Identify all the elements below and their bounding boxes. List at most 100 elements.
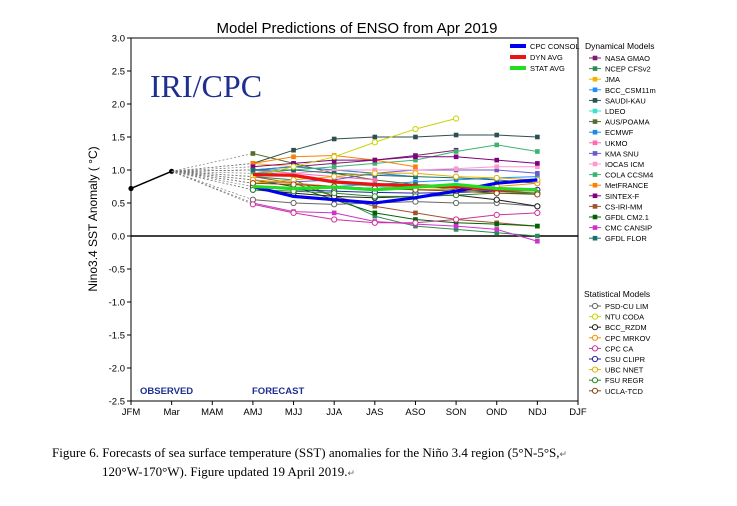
legend-dynamical-marker xyxy=(592,108,598,114)
legend-dynamical-marker xyxy=(592,204,598,209)
model-point xyxy=(494,157,500,163)
caption-line-1: Figure 6. Forecasts of sea surface tempe… xyxy=(52,445,560,460)
legend-dynamical-marker xyxy=(592,66,598,71)
model-point xyxy=(494,221,500,227)
model-connector xyxy=(171,170,253,191)
legend-dynamical-marker xyxy=(592,182,598,188)
model-line xyxy=(252,169,538,184)
model-point xyxy=(331,190,338,197)
legend-dynamical-label: CMC CANSIP xyxy=(605,224,652,233)
caption-return-mark-2: ↵ xyxy=(347,468,355,478)
model-point xyxy=(331,216,338,223)
legend-dynamical-label: GFDL CM2.1 xyxy=(605,213,649,222)
legend-dynamical-marker xyxy=(592,76,598,82)
legend-statistical-label: CPC CA xyxy=(605,344,633,353)
model-point xyxy=(535,171,540,176)
legend-dynamical-label: SAUDI-KAU xyxy=(605,96,646,105)
model-point xyxy=(413,217,418,222)
model-line xyxy=(252,156,538,168)
model-line xyxy=(252,189,538,197)
model-point xyxy=(494,230,500,235)
x-tick-label: MJJ xyxy=(285,407,303,418)
model-point xyxy=(535,233,540,239)
model-point xyxy=(534,203,541,210)
legend-dynamical-label: CS-IRI-MM xyxy=(605,202,643,211)
legend-dynamical-marker xyxy=(592,151,598,156)
model-point xyxy=(413,157,418,163)
legend-statistical-label: CSU CLIPR xyxy=(605,355,646,364)
model-point xyxy=(372,210,378,216)
legend-dynamical-marker xyxy=(592,161,598,167)
model-point xyxy=(331,210,337,216)
y-tick-label: -2.5 xyxy=(109,397,125,408)
model-connector xyxy=(171,170,253,184)
legend-dynamical-label: COLA CCSM4 xyxy=(605,171,653,180)
y-tick-label: -1.0 xyxy=(109,298,125,309)
y-tick-label: -0.5 xyxy=(109,265,125,276)
model-point xyxy=(413,154,418,160)
model-point xyxy=(250,171,256,176)
model-point xyxy=(331,177,337,183)
average-line xyxy=(252,178,538,205)
x-tick-label: NDJ xyxy=(528,407,547,418)
legend-dynamical-marker xyxy=(592,172,598,177)
model-point xyxy=(494,164,500,169)
legend-statistical-label: BCC_RZDM xyxy=(605,323,647,332)
legend-averages: CPC CONSOL DYN AVG STAT AVG xyxy=(510,42,580,73)
legend-dynamical-marker xyxy=(592,235,598,241)
model-point xyxy=(249,180,257,187)
model-point xyxy=(371,170,378,177)
y-tick-label: 0.0 xyxy=(112,232,125,243)
y-axis-label: Nino3.4 SST Anomaly ( °C) xyxy=(86,146,100,291)
enso-chart: Model Predictions of ENSO from Apr 2019 … xyxy=(86,20,656,418)
x-tick-label: ASO xyxy=(405,407,425,418)
x-tick-label: JJA xyxy=(326,407,343,418)
observed-point xyxy=(169,168,175,174)
model-point xyxy=(493,174,500,182)
model-point xyxy=(494,142,500,148)
model-connector xyxy=(171,170,254,205)
model-line xyxy=(252,199,538,207)
model-point xyxy=(452,173,460,180)
legend-dynamical-label: AUS/POAMA xyxy=(605,118,650,127)
legend-dynamical-title: Dynamical Models xyxy=(585,41,654,51)
y-tick-label: 3.0 xyxy=(112,34,125,45)
model-point xyxy=(534,209,541,216)
figure-caption: Figure 6. Forecasts of sea surface tempe… xyxy=(52,444,712,482)
legend-statistical-label: PSD-CU LIM xyxy=(605,302,648,311)
x-tick-label: SON xyxy=(446,407,467,418)
legend-dynamical-marker xyxy=(592,140,598,146)
model-point xyxy=(371,193,378,200)
x-tick-label: Mar xyxy=(163,407,179,418)
model-point xyxy=(535,238,540,244)
model-point xyxy=(453,223,459,229)
model-point xyxy=(331,157,337,163)
y-tick-label: 2.0 xyxy=(112,100,125,111)
x-tick-label: AMJ xyxy=(243,407,262,418)
model-point xyxy=(331,153,338,160)
observed-label: OBSERVED xyxy=(140,386,193,397)
legend-dynamical-label: JMA xyxy=(605,75,620,84)
y-tick-label: 0.5 xyxy=(112,199,125,210)
model-connector xyxy=(171,163,253,172)
model-point xyxy=(291,171,296,176)
x-tick-label: DJF xyxy=(569,407,587,418)
model-line xyxy=(252,166,538,178)
model-line xyxy=(252,144,538,174)
legend-dynamical-label: NCEP CFSv2 xyxy=(605,65,651,74)
legend-dynamical-marker xyxy=(592,87,598,93)
legend-dynamical-label: IOCAS ICM xyxy=(605,160,644,169)
model-point xyxy=(494,132,500,138)
model-point xyxy=(535,164,540,169)
model-point xyxy=(413,210,418,216)
model-point xyxy=(250,164,256,169)
legend-statistical-marker xyxy=(591,324,599,331)
model-point xyxy=(291,161,296,166)
model-point xyxy=(331,201,338,208)
model-point xyxy=(452,216,460,223)
model-point xyxy=(249,201,257,208)
model-line xyxy=(252,176,538,237)
model-point xyxy=(493,196,500,203)
legend-statistical-marker xyxy=(591,313,599,320)
